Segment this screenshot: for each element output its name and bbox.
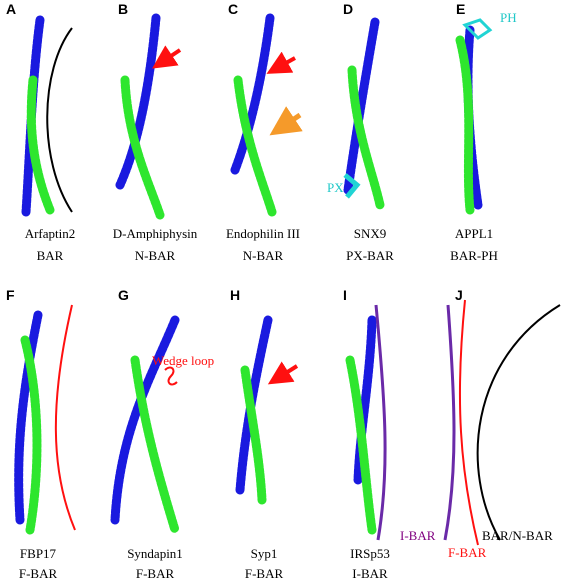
- helix-bundle: [233, 75, 277, 217]
- helix-bundle: [455, 35, 475, 215]
- annotation: BAR/N-BAR: [482, 528, 553, 543]
- panel-letter: A: [6, 1, 16, 17]
- protein-family: N-BAR: [135, 248, 176, 263]
- helix-bundle: [115, 13, 161, 190]
- panel-letter: D: [343, 1, 353, 17]
- membrane-curve: [443, 304, 456, 541]
- panel-letter: G: [118, 287, 129, 303]
- protein-name: D-Amphiphysin: [113, 226, 198, 241]
- arrow: [152, 45, 182, 69]
- domain: [343, 173, 361, 199]
- panel-letter: E: [456, 1, 465, 17]
- protein-name: Endophilin III: [226, 226, 300, 241]
- panel-letter: F: [6, 287, 15, 303]
- protein-name: Syndapin1: [127, 546, 183, 561]
- panel-letter: C: [228, 1, 238, 17]
- protein-family: F-BAR: [136, 566, 175, 581]
- protein-name: SNX9: [354, 226, 387, 241]
- helix-bundle: [230, 13, 275, 175]
- membrane-curve: [458, 299, 479, 546]
- membrane-curve: [374, 304, 387, 541]
- helix-bundle: [110, 315, 180, 525]
- protein-family: BAR: [37, 248, 64, 263]
- protein-family: F-BAR: [245, 566, 284, 581]
- protein-name: Arfaptin2: [25, 226, 76, 241]
- helix-bundle: [20, 335, 42, 535]
- membrane-curve: [46, 27, 73, 213]
- protein-name: IRSp53: [350, 546, 390, 561]
- helix-bundle: [14, 310, 43, 525]
- panel-letter: J: [455, 287, 463, 303]
- protein-family: I-BAR: [352, 566, 388, 581]
- panel-letter: I: [343, 287, 347, 303]
- protein-name: APPL1: [455, 226, 493, 241]
- arrow: [269, 106, 303, 136]
- helix-bundle: [240, 365, 267, 505]
- helix-bundle: [345, 355, 377, 535]
- membrane-curve: [54, 304, 76, 531]
- helix-bundle: [26, 75, 55, 215]
- annotation: F-BAR: [448, 545, 487, 560]
- protein-family: PX-BAR: [346, 248, 394, 263]
- domain: [462, 18, 493, 40]
- protein-family: BAR-PH: [450, 248, 498, 263]
- annotation: Wedge loop: [152, 353, 214, 368]
- annotation: PH: [500, 10, 517, 25]
- annotation: PX: [327, 180, 344, 195]
- panel-letter: H: [230, 287, 240, 303]
- loop: [164, 366, 178, 386]
- arrow: [267, 361, 299, 385]
- helix-bundle: [353, 315, 377, 485]
- labels: A B C D E F G H I J Arfaptin2 BAR D-Amph…: [6, 1, 498, 581]
- annotation: I-BAR: [400, 528, 436, 543]
- arrow: [266, 51, 296, 74]
- helix-bundle: [120, 75, 165, 220]
- protein-family: F-BAR: [19, 566, 58, 581]
- panel-letter: B: [118, 1, 128, 17]
- protein-name: Syp1: [251, 546, 278, 561]
- protein-name: FBP17: [20, 546, 57, 561]
- helix-bundle: [130, 355, 180, 535]
- helix-bundle: [347, 65, 385, 210]
- membrane-curve: [476, 304, 561, 541]
- protein-family: N-BAR: [243, 248, 284, 263]
